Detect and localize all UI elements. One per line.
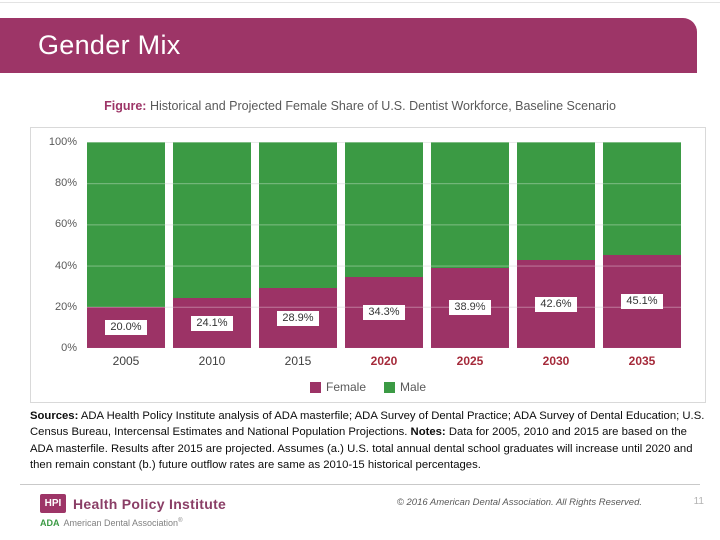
bar-2015: 28.9% <box>259 142 337 348</box>
notes-text: Data for 2005, 2010 and 2015 are based o… <box>30 426 693 472</box>
data-label-2020: 34.3% <box>363 305 405 321</box>
figure-caption-text: Historical and Projected Female Share of… <box>146 99 616 113</box>
hpi-institute-name: Health Policy Institute <box>73 496 227 512</box>
slide-title-bar: Gender Mix <box>0 18 697 73</box>
y-tick-100: 100% <box>48 136 77 148</box>
bar-segment-female-2025: 38.9% <box>431 267 509 348</box>
bar-2005: 20.0% <box>87 142 165 348</box>
legend-swatch-female <box>309 381 321 393</box>
ada-association-text: American Dental Association <box>63 518 179 528</box>
data-label-2035: 45.1% <box>621 294 663 310</box>
bar-2020: 34.3% <box>345 142 423 348</box>
data-label-2015: 28.9% <box>277 310 319 326</box>
legend-item-female: Female <box>309 380 366 394</box>
bar-series: 20.0% 24.1% 28.9% 34.3% 38.9% 42.6% 45.1% <box>87 142 681 348</box>
legend-swatch-male <box>384 381 395 393</box>
bar-2035: 45.1% <box>603 142 681 348</box>
ada-logo: ADA <box>40 518 60 528</box>
x-tick-2035: 2035 <box>628 354 656 368</box>
y-tick-60: 60% <box>54 218 77 231</box>
bar-2025: 38.9% <box>431 142 509 348</box>
bar-segment-male-2005 <box>87 142 165 307</box>
bar-segment-male-2025 <box>431 142 509 268</box>
registered-mark: ® <box>178 518 183 524</box>
data-label-2010: 24.1% <box>191 315 233 331</box>
copyright-text: © 2016 American Dental Association. All … <box>396 497 642 508</box>
page-number: 11 <box>693 496 704 507</box>
figure-caption: Figure: Historical and Projected Female … <box>0 99 720 113</box>
bar-segment-male-2015 <box>259 142 337 289</box>
top-divider <box>0 2 720 3</box>
plot-area: 20.0% 24.1% 28.9% 34.3% 38.9% 42.6% 45.1% <box>87 142 681 348</box>
bar-segment-male-2010 <box>173 142 251 299</box>
notes-label: Notes: <box>410 426 446 439</box>
ada-logo-line: ADA American Dental Association® <box>40 518 182 528</box>
sources-label: Sources: <box>30 410 79 422</box>
y-tick-0: 0% <box>61 342 77 354</box>
hpi-logo-icon: HPI <box>40 494 66 513</box>
x-tick-2005: 2005 <box>112 354 140 368</box>
legend-label-male: Male <box>400 380 427 394</box>
x-tick-2020: 2020 <box>370 354 398 368</box>
x-tick-2010: 2010 <box>198 354 226 368</box>
data-label-2005: 20.0% <box>105 319 147 335</box>
page-title: Gender Mix <box>38 30 181 60</box>
x-axis: 2005 2010 2015 2020 2025 2030 2035 <box>87 354 681 368</box>
bar-segment-male-2035 <box>603 142 681 256</box>
bar-segment-female-2015: 28.9% <box>259 288 337 348</box>
data-label-2025: 38.9% <box>449 300 491 316</box>
x-tick-2015: 2015 <box>284 354 312 368</box>
data-label-2030: 42.6% <box>535 296 577 312</box>
legend-label-female: Female <box>325 380 366 394</box>
figure-caption-label: Figure: <box>104 99 147 113</box>
y-tick-20: 20% <box>54 300 77 313</box>
x-tick-2030: 2030 <box>542 354 570 368</box>
bar-segment-female-2005: 20.0% <box>87 306 165 348</box>
chart-legend: Female Male <box>31 380 705 394</box>
bar-segment-male-2030 <box>517 142 595 261</box>
chart: 100% 80% 60% 40% 20% 0% 20.0% 24.1% 28.9% 34.3% 3… <box>30 127 706 403</box>
bar-segment-female-2035: 45.1% <box>603 255 681 348</box>
footer-divider <box>20 484 700 485</box>
bar-2010: 24.1% <box>173 142 251 348</box>
bar-segment-female-2030: 42.6% <box>517 260 595 348</box>
y-tick-40: 40% <box>54 259 77 272</box>
bar-segment-female-2020: 34.3% <box>345 277 423 348</box>
bar-2030: 42.6% <box>517 142 595 348</box>
x-tick-2025: 2025 <box>456 354 484 368</box>
sources-notes: Sources: ADA Health Policy Institute ana… <box>30 408 708 474</box>
y-tick-80: 80% <box>54 177 77 190</box>
legend-item-male: Male <box>384 380 426 394</box>
sources-text: ADA Health Policy Institute analysis of … <box>30 410 705 439</box>
bar-segment-male-2020 <box>345 142 423 278</box>
bar-segment-female-2010: 24.1% <box>173 298 251 348</box>
